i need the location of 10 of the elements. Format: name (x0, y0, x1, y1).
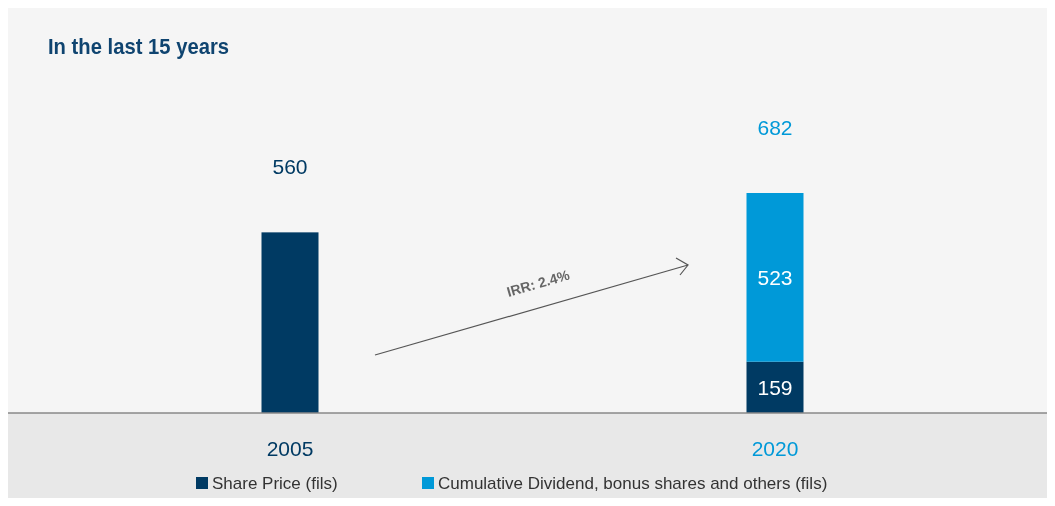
total-label: 682 (757, 116, 793, 139)
x-tick-label: 2005 (266, 437, 314, 460)
chart-title: In the last 15 years (48, 34, 230, 59)
data-label: 523 (757, 266, 793, 290)
data-label: 159 (757, 376, 793, 400)
x-tick-label: 2020 (751, 437, 799, 460)
legend-label: Cumulative Dividend, bonus shares and others (fils) (438, 474, 828, 493)
annotation: IRR: 2.4% (504, 266, 572, 300)
legend-label: Share Price (fils) (212, 474, 338, 493)
total-label: 560 (272, 155, 308, 179)
